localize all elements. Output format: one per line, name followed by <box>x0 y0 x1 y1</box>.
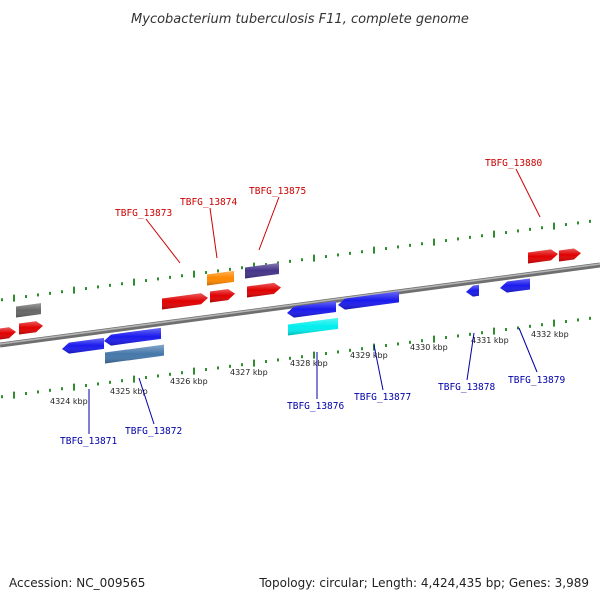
gene-labels: TBFG_13873 TBFG_13874 TBFG_13875 TBFG_13… <box>60 158 565 447</box>
gene-features <box>0 248 581 364</box>
gene-feature-shading <box>105 344 164 364</box>
gene-feature-shading <box>288 317 338 336</box>
gene-label-tbfg-13875: TBFG_13875 <box>249 186 306 197</box>
gene-feature-shading <box>559 248 581 262</box>
genome-summary-text: Topology: circular; Length: 4,424,435 bp… <box>259 576 589 590</box>
scale-label-4327: 4327 kbp <box>230 368 268 377</box>
gene-feature-shading <box>162 293 208 310</box>
gene-label-tbfg-13876: TBFG_13876 <box>287 401 344 412</box>
scale-label-4325: 4325 kbp <box>110 387 148 396</box>
scale-label-4332: 4332 kbp <box>531 330 569 339</box>
map-title: Mycobacterium tuberculosis F11, complete… <box>131 12 469 27</box>
gene-label-tbfg-13877: TBFG_13877 <box>354 392 411 403</box>
gene-feature-shading <box>287 300 336 318</box>
gene-feature-shading <box>19 321 43 335</box>
gene-feature-shading <box>0 327 16 340</box>
gene-feature-shading <box>528 249 558 264</box>
reverse-tick-track <box>1 316 591 399</box>
gene-label-tbfg-13878: TBFG_13878 <box>438 382 495 393</box>
scale-label-4328: 4328 kbp <box>290 359 328 368</box>
gene-label-tbfg-13872: TBFG_13872 <box>125 426 182 437</box>
leader-lines <box>88 168 541 434</box>
gene-label-tbfg-13874: TBFG_13874 <box>180 197 237 208</box>
genome-backbone <box>0 262 600 348</box>
scale-label-4324: 4324 kbp <box>50 397 88 406</box>
forward-tick-track <box>1 219 591 302</box>
gene-feature-shading <box>210 289 235 303</box>
gene-label-tbfg-13880: TBFG_13880 <box>485 158 542 169</box>
gene-feature-shading <box>338 291 399 310</box>
gene-label-tbfg-13871: TBFG_13871 <box>60 436 117 447</box>
scale-label-4326: 4326 kbp <box>170 377 208 386</box>
gene-feature-shading <box>245 262 279 279</box>
scale-label-4330: 4330 kbp <box>410 343 448 352</box>
scale-label-4329: 4329 kbp <box>350 351 388 360</box>
gene-feature-shading <box>466 284 479 297</box>
scale-label-4331: 4331 kbp <box>471 336 509 345</box>
gene-feature-shading <box>62 337 104 354</box>
gene-feature-shading <box>104 327 161 346</box>
scale-labels: 4324 kbp 4325 kbp 4326 kbp 4327 kbp 4328… <box>50 330 569 406</box>
gene-feature-shading <box>247 282 281 298</box>
gene-feature-shading <box>207 270 234 286</box>
gene-feature-shading <box>16 303 41 318</box>
accession-text: Accession: NC_009565 <box>9 576 146 590</box>
gene-feature-shading <box>500 278 530 293</box>
gene-label-tbfg-13873: TBFG_13873 <box>115 208 172 219</box>
gene-label-tbfg-13879: TBFG_13879 <box>508 375 565 386</box>
